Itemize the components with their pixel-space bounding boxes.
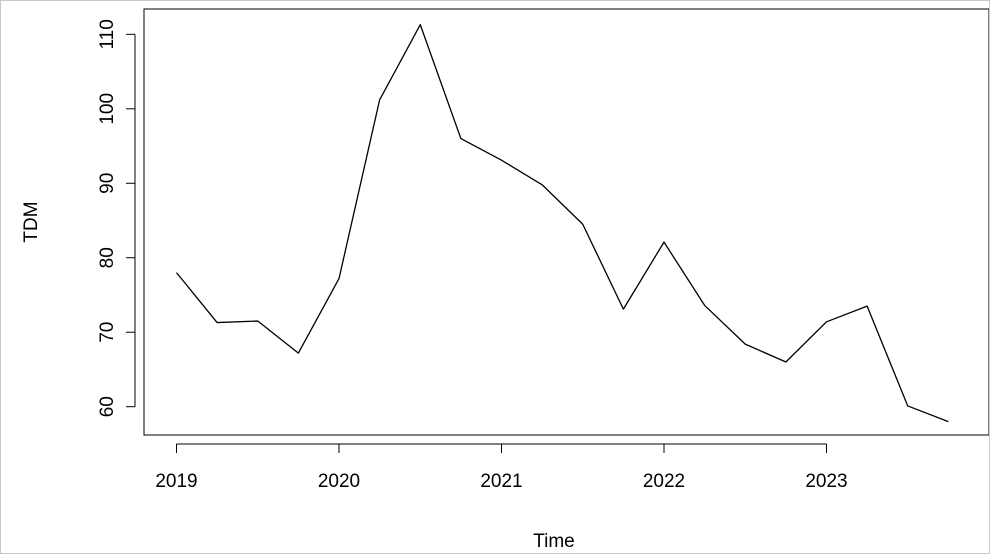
y-tick-label: 60 <box>97 396 118 417</box>
y-tick-label: 80 <box>97 247 118 268</box>
x-tick-label: 2022 <box>643 471 685 492</box>
x-axis-label: Time <box>533 531 575 552</box>
series-group <box>175 23 949 423</box>
y-tick-label: 100 <box>97 93 118 125</box>
y-axis-label: TDM <box>21 201 42 242</box>
plot-area-box <box>143 8 989 436</box>
x-tick-label: 2019 <box>155 471 197 492</box>
y-tick-label: 70 <box>97 322 118 343</box>
x-tick-label: 2020 <box>318 471 360 492</box>
x-axis: 2019 2020 2021 2022 2023 <box>155 443 848 492</box>
series-line <box>175 23 949 423</box>
y-axis: 60 70 80 90 100 110 <box>97 19 136 417</box>
y-tick-label: 110 <box>97 19 118 49</box>
x-tick-label: 2023 <box>805 471 847 492</box>
x-tick-label: 2021 <box>480 471 522 492</box>
y-tick-label: 90 <box>97 173 118 194</box>
